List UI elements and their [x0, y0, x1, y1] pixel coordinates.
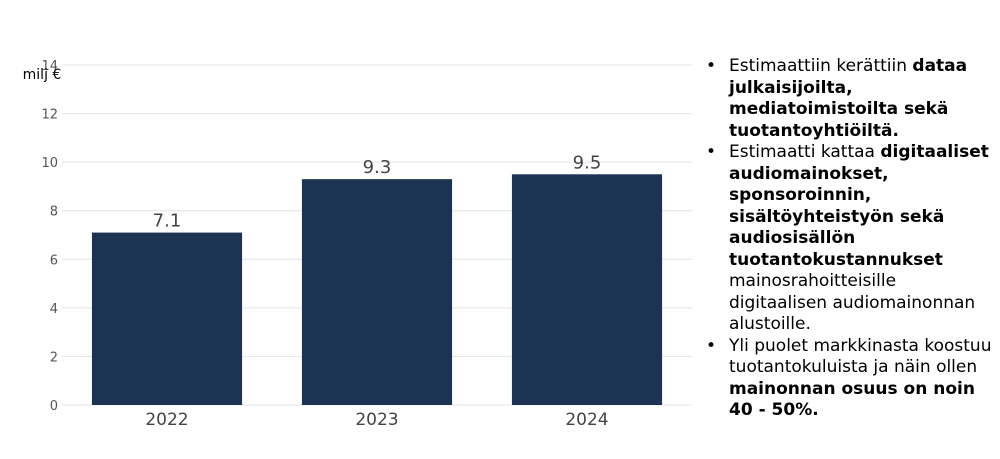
bar-chart: 0 2 4 6 8 10 12 14 7.1 9.3 9.5 2022 2023 2024	[41, 59, 692, 430]
bullet-icon: •	[706, 335, 717, 356]
notes-list: • Estimaattiin kerättiin dataa julkaisijo…	[706, 56, 996, 422]
note-text-bold: mainonnan osuus on noin 40 - 50%.	[729, 378, 975, 421]
bar-2022	[91, 232, 243, 405]
x-tick-label-2024: 2024	[565, 410, 608, 430]
note-text-bold: dataa julkaisijoilta, mediatoimistoilta …	[729, 56, 968, 141]
bullet-icon: •	[706, 142, 717, 162]
y-tick-label: 2	[50, 350, 58, 365]
note-text-bold: digitaaliset audiomainokset, sponsoroinn…	[729, 142, 989, 270]
y-axis-ticks: 0 2 4 6 8 10 12 14	[41, 59, 58, 414]
data-labels: 7.1 9.3 9.5	[153, 152, 602, 231]
y-tick-label: 6	[50, 253, 58, 268]
note-text: Estimaattiin kerättiin	[729, 56, 913, 76]
y-tick-label: 0	[50, 399, 58, 414]
x-tick-label-2022: 2022	[145, 410, 188, 430]
note-text: Yli puolet markkinasta koostuu tuotantok…	[729, 335, 992, 378]
note-item: • Estimaattiin kerättiin dataa julkaisijo…	[706, 56, 996, 142]
bar-2023	[301, 179, 453, 405]
bar-2024	[511, 174, 663, 405]
y-tick-label: 14	[41, 59, 58, 74]
y-axis-label: milj €	[22, 67, 62, 83]
bars	[91, 174, 663, 405]
data-label-2023: 9.3	[363, 157, 392, 178]
note-text: mainosrahoitteisille digitaalisen audiom…	[729, 271, 976, 334]
y-tick-label: 12	[41, 108, 58, 123]
data-label-2024: 9.5	[573, 152, 602, 173]
note-text: Estimaatti kattaa	[729, 142, 881, 162]
y-tick-label: 4	[50, 302, 58, 317]
data-label-2022: 7.1	[153, 211, 182, 232]
bullet-icon: •	[706, 56, 717, 76]
x-tick-label-2023: 2023	[355, 410, 398, 430]
y-tick-label: 10	[41, 156, 58, 171]
x-axis-ticks: 2022 2023 2024	[145, 410, 608, 430]
note-item: • Yli puolet markkinasta koostuu tuotanto…	[706, 336, 996, 422]
y-tick-label: 8	[50, 205, 58, 220]
note-item: • Estimaatti kattaa digitaaliset audiomai…	[706, 142, 996, 336]
